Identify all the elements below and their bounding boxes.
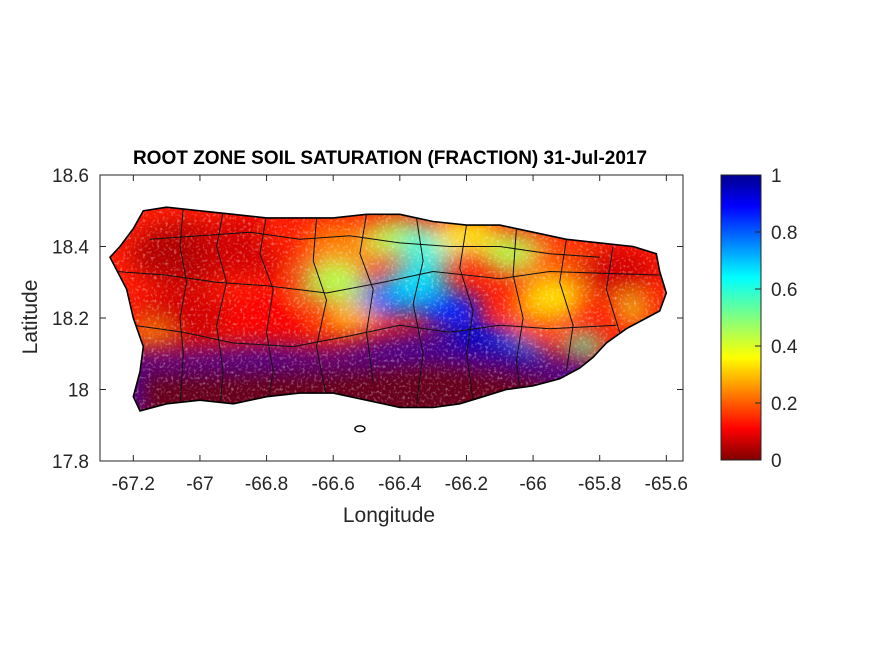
municipality-boundary <box>259 214 274 408</box>
colorbar-tick-label: 0.4 <box>771 337 798 358</box>
colorbar-tick-label: 0.8 <box>771 223 797 244</box>
municipality-boundary <box>359 214 374 383</box>
colorbar-tick-label: 0 <box>771 451 782 472</box>
y-tick-label: 18.4 <box>52 238 89 259</box>
x-tick-label: -67.2 <box>112 474 155 495</box>
municipality-boundary <box>133 324 617 348</box>
y-tick-label: 17.8 <box>52 452 89 473</box>
colorbar-tick-label: 1 <box>771 166 782 187</box>
municipality-boundary <box>459 225 474 401</box>
coastline <box>109 206 668 412</box>
x-tick-label: -67 <box>186 474 213 495</box>
municipality-boundary <box>605 246 621 333</box>
municipality-boundary <box>312 217 328 397</box>
municipality-boundary <box>116 270 660 294</box>
x-tick-label: -65.6 <box>645 474 688 495</box>
x-axis-ticks: -67.2 -67 -66.8 -66.6 -66.4 -66.2 -66 -65.8 -65.… <box>112 175 688 495</box>
municipality-boundary <box>412 217 424 404</box>
x-tick-label: -66.4 <box>378 474 422 495</box>
y-axis-label: Latitude <box>19 280 42 355</box>
colorbar-tick-label: 0.6 <box>771 280 797 301</box>
x-tick-label: -66 <box>519 474 546 495</box>
municipality-boundary <box>559 239 574 372</box>
municipality-boundary <box>179 207 188 408</box>
colorbar-ticks: 0 0.2 0.4 0.6 0.8 1 <box>755 166 798 472</box>
x-tick-label: -66.8 <box>245 474 288 495</box>
map-title: ROOT ZONE SOIL SATURATION (FRACTION) 31-… <box>133 148 647 169</box>
x-axis-label: Longitude <box>343 504 435 527</box>
y-tick-label: 18 <box>68 381 89 402</box>
municipality-lines <box>116 207 660 408</box>
x-tick-label: -66.6 <box>312 474 355 495</box>
y-tick-label: 18.2 <box>52 309 89 330</box>
y-axis-ticks: 17.8 18 18.2 18.4 18.6 <box>52 166 683 473</box>
municipality-boundary <box>149 231 600 258</box>
x-tick-label: -66.2 <box>445 474 488 495</box>
colorbar <box>720 174 762 461</box>
caja-de-muertos-islet <box>354 425 366 433</box>
municipal-boundaries <box>109 206 668 433</box>
municipality-boundary <box>216 210 228 408</box>
colorbar-tick-label: 0.2 <box>771 394 797 415</box>
y-tick-label: 18.6 <box>52 166 89 187</box>
x-tick-label: -65.8 <box>578 474 621 495</box>
municipality-boundary <box>512 228 524 390</box>
